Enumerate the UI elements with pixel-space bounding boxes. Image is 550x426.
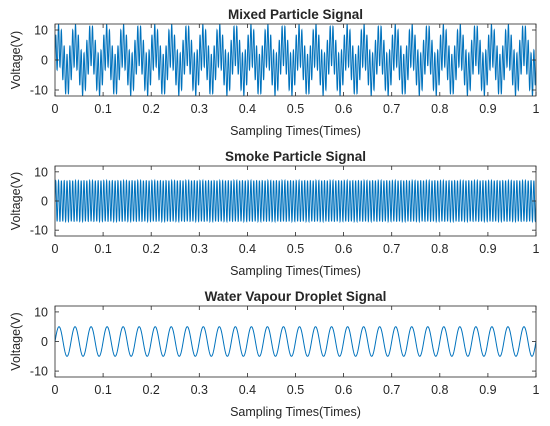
x-tick-label: 0.9 <box>479 242 496 256</box>
y-tick-label: 0 <box>41 54 48 68</box>
signal-line <box>55 178 536 224</box>
chart-title: Smoke Particle Signal <box>225 149 366 164</box>
x-axis-label: Sampling Times(Times) <box>230 405 361 419</box>
y-tick-label: 10 <box>34 305 48 319</box>
x-tick-label: 1 <box>533 242 540 256</box>
x-axis-label: Sampling Times(Times) <box>230 264 361 278</box>
x-tick-label: 0.6 <box>335 102 352 116</box>
subplot-3: 0 0.1 0.2 0.3 0.4 0.5 0.6 0.7 0.8 0.9 1 10 0 -10 Water… <box>9 289 540 419</box>
x-tick-label: 0.7 <box>383 242 400 256</box>
x-axis-label: Sampling Times(Times) <box>230 124 361 138</box>
x-tick-label: 1 <box>533 383 540 397</box>
x-tick-label: 0.2 <box>143 102 160 116</box>
x-tick-label: 0.4 <box>239 383 256 397</box>
x-tick-label: 0.8 <box>431 383 448 397</box>
x-tick-label: 0 <box>52 383 59 397</box>
x-tick-label: 0.9 <box>479 102 496 116</box>
y-axis-label: Voltage(V) <box>9 172 23 230</box>
x-tick-label: 0 <box>52 242 59 256</box>
y-axis-label: Voltage(V) <box>9 31 23 89</box>
y-tick-label: -10 <box>30 365 48 379</box>
x-tick-label: 0.6 <box>335 242 352 256</box>
y-axis-label: Voltage(V) <box>9 312 23 370</box>
chart-title: Mixed Particle Signal <box>228 7 363 22</box>
signal-line <box>55 24 536 96</box>
x-tick-label: 0.9 <box>479 383 496 397</box>
x-tick-label: 0.8 <box>431 102 448 116</box>
x-tick-label: 0.2 <box>143 383 160 397</box>
x-tick-label: 0.1 <box>94 242 111 256</box>
x-tick-label: 0.2 <box>143 242 160 256</box>
x-tick-label: 0.3 <box>191 242 208 256</box>
y-tick-label: -10 <box>30 84 48 98</box>
x-tick-label: 0.7 <box>383 383 400 397</box>
x-tick-label: 0.3 <box>191 102 208 116</box>
y-tick-label: -10 <box>30 224 48 238</box>
x-tick-label: 0.1 <box>94 102 111 116</box>
subplot-1: 0 0.1 0.2 0.3 0.4 0.5 0.6 0.7 0.8 0.9 1 10 0 -10 Mixed… <box>9 7 540 138</box>
x-tick-label: 0.3 <box>191 383 208 397</box>
x-tick-label: 0.4 <box>239 102 256 116</box>
y-tick-label: 0 <box>41 195 48 209</box>
x-tick-label: 0.4 <box>239 242 256 256</box>
x-tick-label: 0.8 <box>431 242 448 256</box>
y-tick-label: 10 <box>34 24 48 38</box>
chart-title: Water Vapour Droplet Signal <box>205 289 387 304</box>
signal-line <box>55 326 536 357</box>
x-tick-label: 0.5 <box>287 383 304 397</box>
subplot-2: 0 0.1 0.2 0.3 0.4 0.5 0.6 0.7 0.8 0.9 1 10 0 -10 Smoke… <box>9 149 540 278</box>
x-tick-label: 0.1 <box>94 383 111 397</box>
x-tick-label: 1 <box>533 102 540 116</box>
x-tick-label: 0.6 <box>335 383 352 397</box>
y-tick-label: 0 <box>41 335 48 349</box>
x-tick-label: 0.7 <box>383 102 400 116</box>
x-tick-label: 0.5 <box>287 242 304 256</box>
x-tick-label: 0.5 <box>287 102 304 116</box>
x-tick-label: 0 <box>52 102 59 116</box>
y-tick-label: 10 <box>34 165 48 179</box>
